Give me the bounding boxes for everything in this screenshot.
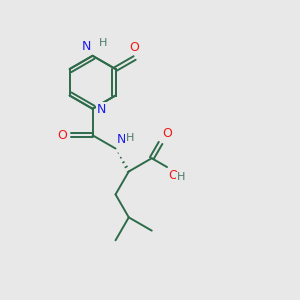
Text: H: H — [126, 133, 134, 142]
Text: N: N — [82, 40, 91, 53]
Text: O: O — [130, 40, 140, 54]
Text: N: N — [117, 133, 126, 146]
Text: O: O — [57, 129, 67, 142]
Text: N: N — [97, 103, 106, 116]
Text: H: H — [99, 38, 107, 48]
Text: O: O — [169, 169, 178, 182]
Text: H: H — [176, 172, 185, 182]
Text: O: O — [162, 127, 172, 140]
